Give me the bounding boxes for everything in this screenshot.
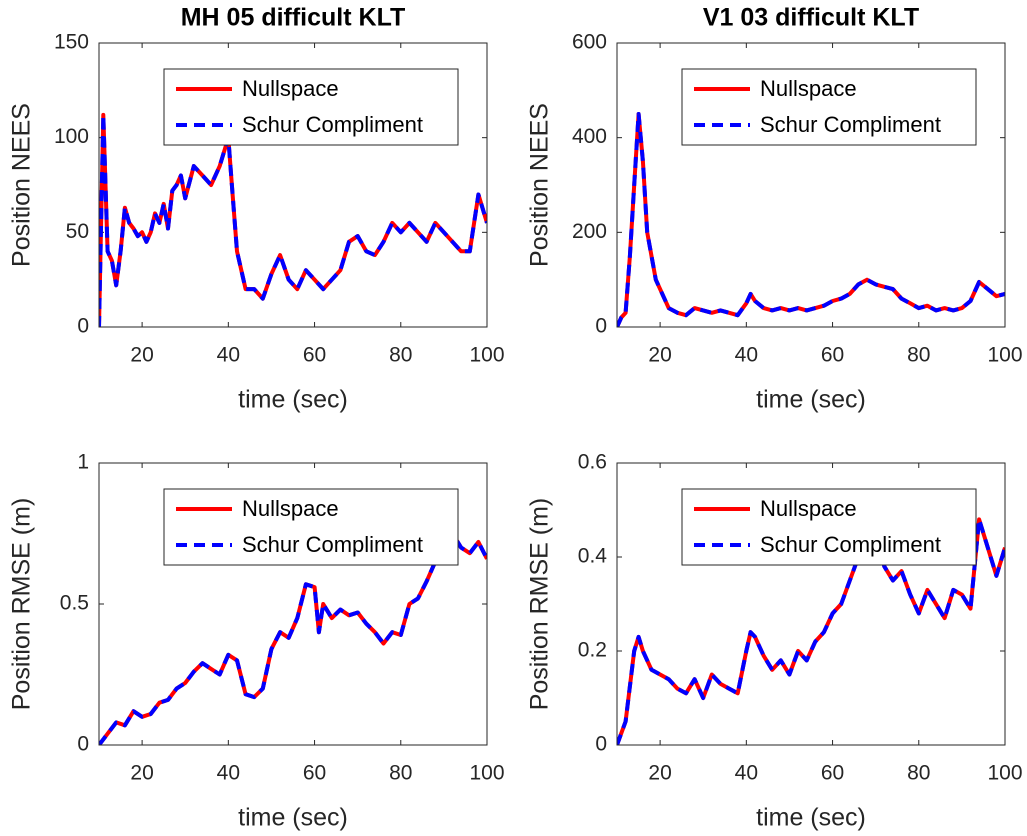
axes-frame bbox=[98, 462, 488, 746]
x-axis-label: time (sec) bbox=[238, 386, 348, 414]
x-tick-label: 20 bbox=[648, 344, 671, 367]
x-tick-label: 60 bbox=[821, 344, 844, 367]
y-tick-label: 100 bbox=[54, 125, 89, 148]
subplot: 20 40 60 80 100 0 50 100 150 MH 05 difficult KLT t… bbox=[8, 4, 505, 414]
y-tick-label: 1 bbox=[77, 451, 89, 474]
chart-title: MH 05 difficult KLT bbox=[181, 4, 406, 32]
legend-label: Nullspace bbox=[242, 76, 339, 101]
subplot: 20 40 60 80 100 0 0.5 1 time (sec) Position RMSE … bbox=[8, 451, 505, 832]
x-tick-label: 40 bbox=[735, 344, 758, 367]
y-axis-label: Position RMSE (m) bbox=[8, 498, 36, 711]
y-tick-label: 0.4 bbox=[578, 545, 608, 568]
series-line bbox=[99, 112, 487, 327]
series-line bbox=[99, 531, 487, 745]
y-tick-label: 0.2 bbox=[578, 639, 607, 662]
y-tick-label: 0.5 bbox=[60, 592, 89, 615]
y-tick-label: 0 bbox=[77, 315, 89, 338]
y-tick-label: 400 bbox=[572, 125, 607, 148]
y-tick-label: 0 bbox=[595, 733, 607, 756]
legend-label: Nullspace bbox=[242, 496, 339, 521]
x-tick-label: 20 bbox=[648, 762, 671, 785]
x-tick-label: 40 bbox=[217, 344, 240, 367]
y-axis-label: Position RMSE (m) bbox=[526, 498, 554, 711]
x-axis-label: time (sec) bbox=[756, 804, 866, 832]
legend-label: Nullspace bbox=[760, 76, 857, 101]
x-axis-label: time (sec) bbox=[756, 386, 866, 414]
x-tick-label: 80 bbox=[907, 762, 930, 785]
subplot: 20 40 60 80 100 0 200 400 600 V1 03 difficult KLT… bbox=[526, 4, 1023, 414]
x-tick-label: 100 bbox=[469, 762, 504, 785]
legend-label: Schur Compliment bbox=[760, 112, 941, 137]
legend-label: Schur Compliment bbox=[760, 532, 941, 557]
y-tick-label: 200 bbox=[572, 220, 607, 243]
legend: Nullspace Schur Compliment bbox=[163, 488, 459, 566]
x-tick-label: 80 bbox=[389, 762, 412, 785]
legend-label: Nullspace bbox=[760, 496, 857, 521]
legend: Nullspace Schur Compliment bbox=[681, 488, 977, 566]
x-tick-label: 60 bbox=[303, 344, 326, 367]
x-tick-label: 40 bbox=[735, 762, 758, 785]
x-tick-label: 20 bbox=[130, 762, 153, 785]
y-axis-label: Position NEES bbox=[526, 103, 554, 267]
legend-label: Schur Compliment bbox=[242, 532, 423, 557]
x-tick-label: 60 bbox=[821, 762, 844, 785]
x-tick-label: 40 bbox=[217, 762, 240, 785]
x-tick-label: 80 bbox=[389, 344, 412, 367]
x-tick-label: 100 bbox=[469, 344, 504, 367]
x-tick-label: 20 bbox=[130, 344, 153, 367]
axes-frame bbox=[616, 42, 1006, 328]
legend-box bbox=[681, 68, 977, 146]
legend: Nullspace Schur Compliment bbox=[681, 68, 977, 146]
chart-title: V1 03 difficult KLT bbox=[703, 4, 919, 32]
subplot: 20 40 60 80 100 0 0.2 0.4 0.6 time (sec) Position … bbox=[526, 451, 1023, 832]
y-tick-label: 0 bbox=[595, 315, 607, 338]
y-tick-label: 150 bbox=[54, 31, 89, 54]
legend-box bbox=[681, 488, 977, 566]
legend-box bbox=[163, 488, 459, 566]
series-line bbox=[617, 112, 1005, 327]
legend-box bbox=[163, 68, 459, 146]
x-tick-label: 80 bbox=[907, 344, 930, 367]
axes-frame bbox=[616, 462, 1006, 746]
y-axis-label: Position NEES bbox=[8, 103, 36, 267]
x-tick-label: 100 bbox=[987, 344, 1022, 367]
axes-frame bbox=[98, 42, 488, 328]
x-axis-label: time (sec) bbox=[238, 804, 348, 832]
x-tick-label: 60 bbox=[303, 762, 326, 785]
y-tick-label: 50 bbox=[66, 220, 89, 243]
legend-label: Schur Compliment bbox=[242, 112, 423, 137]
y-tick-label: 600 bbox=[572, 31, 607, 54]
x-tick-label: 100 bbox=[987, 762, 1022, 785]
y-tick-label: 0.6 bbox=[578, 451, 607, 474]
series-line bbox=[617, 517, 1005, 745]
legend: Nullspace Schur Compliment bbox=[163, 68, 459, 146]
y-tick-label: 0 bbox=[77, 733, 89, 756]
